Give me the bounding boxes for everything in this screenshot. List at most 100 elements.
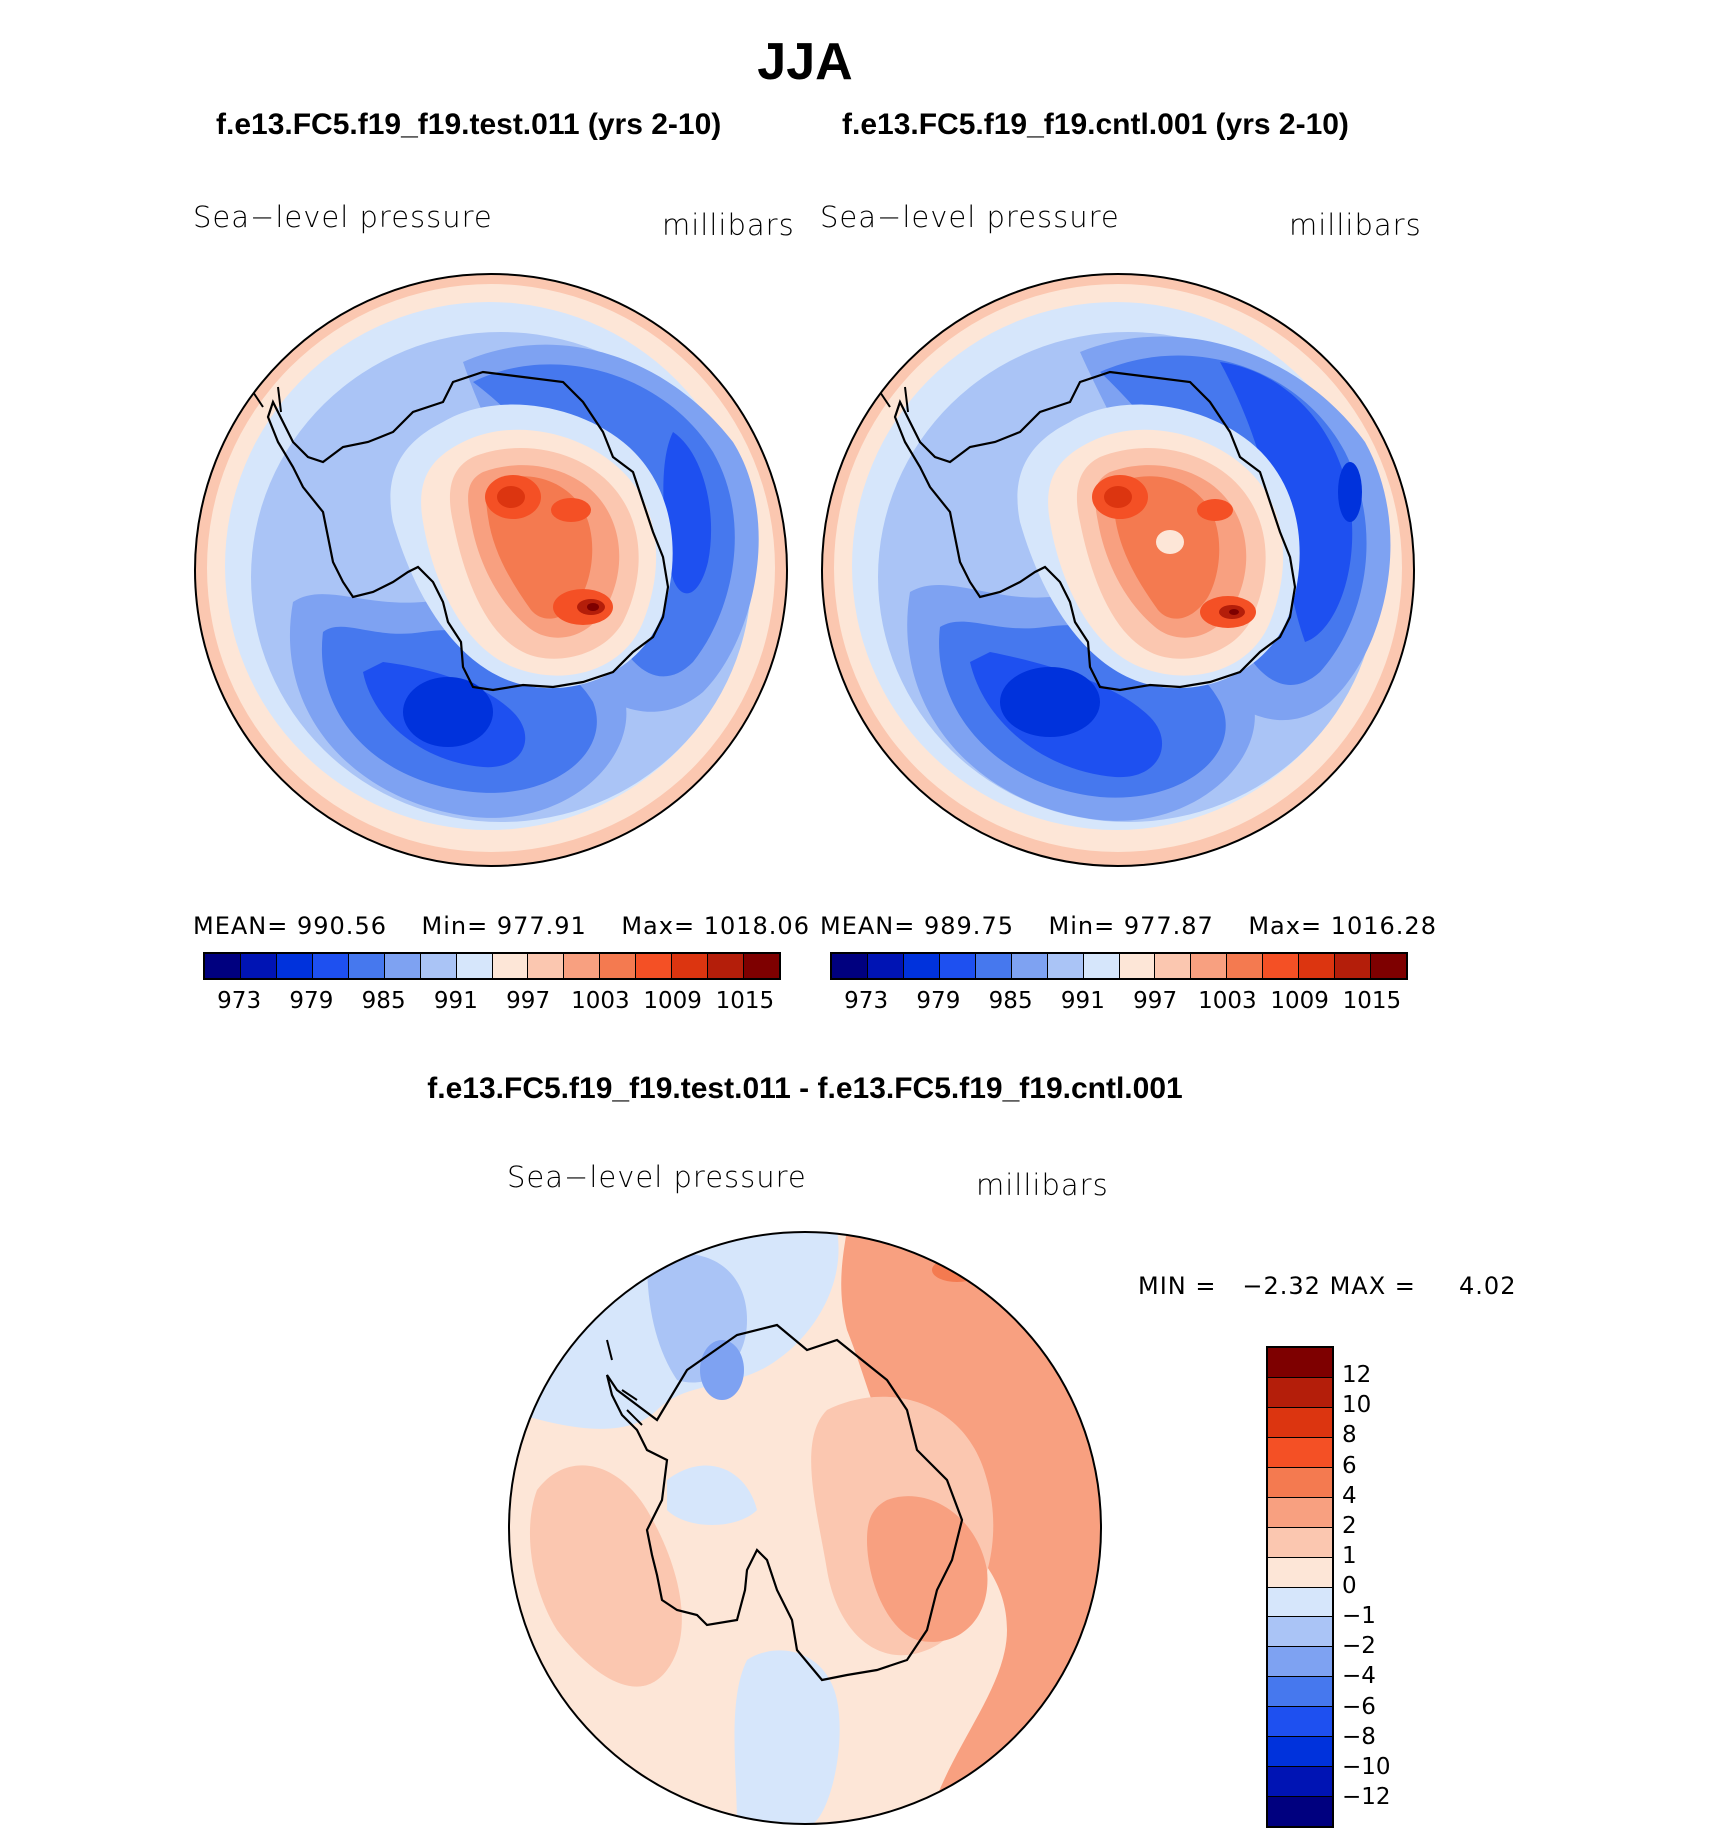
diff-slp-map bbox=[508, 1231, 1102, 1825]
test-colorbar-swatch bbox=[240, 954, 277, 978]
cntl-colorbar-swatch bbox=[1083, 954, 1120, 978]
diff-colorbar-swatch bbox=[1268, 1348, 1332, 1378]
cntl-colorbar-swatch bbox=[1227, 954, 1264, 978]
negative-north-min bbox=[700, 1340, 744, 1400]
test-colorbar-tick-label: 997 bbox=[506, 988, 551, 1014]
test-min-value: 977.91 bbox=[496, 912, 587, 940]
cntl-colorbar-swatch bbox=[1119, 954, 1156, 978]
peak-north-core bbox=[497, 486, 525, 508]
cntl-min-label: Min= bbox=[1048, 912, 1116, 940]
cntl-colorbar-tick-label: 1009 bbox=[1270, 988, 1329, 1014]
test-colorbar-tick-label: 991 bbox=[433, 988, 478, 1014]
antarctica-coastline bbox=[893, 370, 1297, 692]
test-slp-map bbox=[194, 273, 788, 867]
cntl-slp-map bbox=[821, 273, 1415, 867]
cntl-colorbar-swatch bbox=[1335, 954, 1372, 978]
diff-colorbar-swatch bbox=[1268, 1467, 1332, 1498]
diff-min-label: MIN = bbox=[1138, 1272, 1217, 1300]
positive-ne-max bbox=[932, 1258, 982, 1282]
diff-colorbar-tick-label: −2 bbox=[1342, 1633, 1376, 1660]
cntl-mean-value: 989.75 bbox=[924, 912, 1014, 940]
test-colorbar-swatch bbox=[708, 954, 745, 978]
cntl-colorbar-swatch bbox=[1371, 954, 1406, 978]
diff-colorbar-swatch bbox=[1268, 1557, 1332, 1588]
diff-colorbar-tick-label: −10 bbox=[1342, 1753, 1391, 1780]
cntl-colorbar-swatch bbox=[867, 954, 904, 978]
test-colorbar-swatch bbox=[348, 954, 385, 978]
test-colorbar-tick-label: 1015 bbox=[715, 988, 775, 1014]
test-colorbar-swatch bbox=[456, 954, 493, 978]
low-west-core bbox=[403, 677, 493, 747]
diff-variable-label: Sea−level pressure bbox=[507, 1160, 807, 1194]
cntl-colorbar-swatch bbox=[903, 954, 940, 978]
cntl-colorbar-swatch bbox=[1299, 954, 1336, 978]
diff-colorbar bbox=[1266, 1346, 1334, 1828]
cntl-colorbar-tick-label: 979 bbox=[916, 988, 961, 1014]
diff-colorbar-swatch bbox=[1268, 1737, 1332, 1768]
negative-center bbox=[667, 1465, 757, 1525]
cntl-colorbar bbox=[830, 952, 1408, 980]
cntl-colorbar-swatch bbox=[1011, 954, 1048, 978]
diff-case-title: f.e13.FC5.f19_f19.test.011 - f.e13.FC5.f… bbox=[427, 1072, 1183, 1105]
peak-east-max bbox=[587, 603, 599, 611]
diff-max-label: MAX = bbox=[1329, 1272, 1416, 1300]
test-colorbar-swatch bbox=[492, 954, 529, 978]
cntl-colorbar-swatch bbox=[939, 954, 976, 978]
low-west-core bbox=[1000, 667, 1100, 737]
cntl-mean-label: MEAN= bbox=[820, 912, 916, 940]
diff-colorbar-swatch bbox=[1268, 1407, 1332, 1438]
cntl-case-title: f.e13.FC5.f19_f19.cntl.001 (yrs 2-10) bbox=[842, 108, 1349, 141]
cntl-colorbar-swatch bbox=[975, 954, 1012, 978]
cntl-units-label: millibars bbox=[1289, 208, 1422, 242]
diff-colorbar-swatch bbox=[1268, 1437, 1332, 1468]
cntl-colorbar-swatch bbox=[1263, 954, 1300, 978]
peninsula-islands bbox=[606, 1339, 643, 1426]
antarctica-coastline bbox=[266, 370, 670, 692]
test-colorbar-swatch bbox=[420, 954, 457, 978]
test-colorbar-swatch bbox=[276, 954, 313, 978]
diff-colorbar-swatch bbox=[1268, 1797, 1332, 1826]
diff-colorbar-tick-label: −1 bbox=[1342, 1603, 1376, 1630]
test-max-label: Max= bbox=[621, 912, 696, 940]
cntl-colorbar-tick-label: 973 bbox=[844, 988, 889, 1014]
diff-colorbar-tick-label: −8 bbox=[1342, 1723, 1376, 1750]
low-east bbox=[663, 432, 712, 594]
test-max-value: 1018.06 bbox=[703, 912, 810, 940]
test-colorbar-swatch bbox=[528, 954, 565, 978]
diff-colorbar-tick-label: 10 bbox=[1342, 1392, 1372, 1419]
diff-min-value: −2.32 bbox=[1242, 1272, 1321, 1300]
diff-colorbar-tick-label: −12 bbox=[1342, 1783, 1391, 1810]
cntl-stats-line: MEAN= 989.75 Min= 977.87 Max= 1016.28 bbox=[820, 912, 1437, 940]
diff-colorbar-swatch bbox=[1268, 1617, 1332, 1648]
peak-ne bbox=[1197, 499, 1233, 521]
diff-colorbar-swatch bbox=[1268, 1497, 1332, 1528]
diff-colorbar-tick-label: 8 bbox=[1342, 1422, 1357, 1449]
peak-ne bbox=[551, 498, 591, 522]
center-lobe bbox=[1156, 530, 1184, 554]
test-colorbar-swatch bbox=[600, 954, 637, 978]
peak-north-core bbox=[1104, 486, 1132, 508]
diff-colorbar-swatch bbox=[1268, 1677, 1332, 1708]
diff-colorbar-swatch bbox=[1268, 1647, 1332, 1678]
cntl-max-value: 1016.28 bbox=[1330, 912, 1437, 940]
diff-colorbar-swatch bbox=[1268, 1377, 1332, 1408]
low-east-core bbox=[1338, 462, 1362, 522]
diff-colorbar-swatch bbox=[1268, 1587, 1332, 1618]
diff-colorbar-tick-label: 6 bbox=[1342, 1452, 1357, 1479]
cntl-colorbar-swatch bbox=[832, 954, 868, 978]
figure-title: JJA bbox=[757, 33, 853, 91]
diff-colorbar-tick-label: 0 bbox=[1342, 1573, 1357, 1599]
test-case-title: f.e13.FC5.f19_f19.test.011 (yrs 2-10) bbox=[216, 108, 722, 141]
test-mean-value: 990.56 bbox=[297, 912, 387, 940]
test-variable-label: Sea−level pressure bbox=[193, 200, 493, 234]
test-units-label: millibars bbox=[662, 208, 795, 242]
diff-colorbar-tick-label: 4 bbox=[1342, 1482, 1357, 1509]
cntl-colorbar-tick-label: 985 bbox=[988, 988, 1033, 1014]
test-colorbar-swatch bbox=[205, 954, 241, 978]
cntl-colorbar-swatch bbox=[1155, 954, 1192, 978]
test-colorbar-swatch bbox=[384, 954, 421, 978]
test-colorbar-tick-label: 985 bbox=[361, 988, 406, 1014]
test-mean-label: MEAN= bbox=[193, 912, 289, 940]
test-stats-line: MEAN= 990.56 Min= 977.91 Max= 1018.06 bbox=[193, 912, 810, 940]
cntl-colorbar-tick-label: 997 bbox=[1133, 988, 1178, 1014]
